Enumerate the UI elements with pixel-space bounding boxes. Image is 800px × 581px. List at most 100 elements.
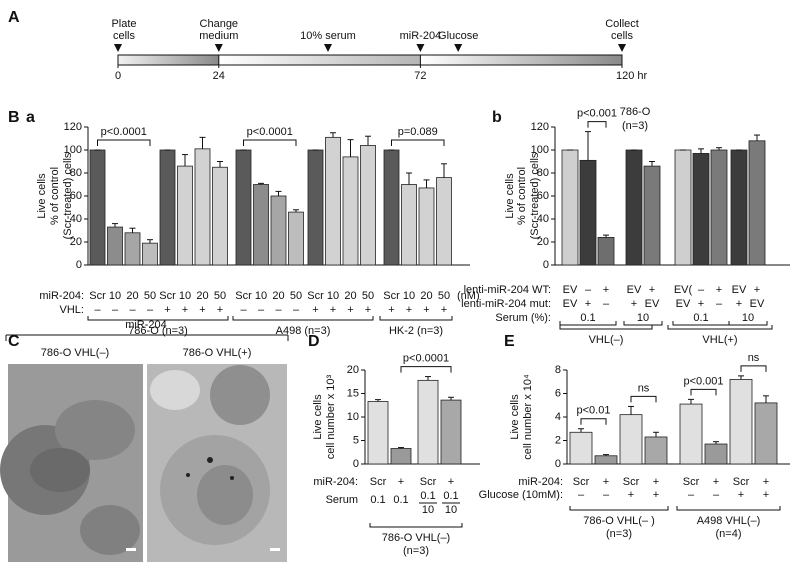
y-axis-label: Live cells (504, 173, 516, 219)
y-tick-label: 80 (537, 167, 549, 179)
significance-bracket (391, 139, 445, 146)
bar (710, 149, 728, 266)
significance-bracket (243, 139, 297, 146)
event-label: Plate (111, 18, 136, 30)
timeline-segment (118, 55, 219, 65)
chart-title: (n=3) (622, 120, 648, 132)
row-value: 20 (272, 290, 284, 302)
row-value: + (653, 489, 659, 501)
y-axis-label: (Scr-treated) cells (62, 152, 74, 239)
bar (561, 149, 579, 266)
y-tick-label: 5 (353, 434, 359, 446)
bar (594, 455, 618, 465)
row-value: + (388, 304, 394, 316)
bar (643, 165, 661, 266)
timeline-segment (218, 55, 421, 65)
y-axis-label: % of control (49, 167, 61, 225)
row-value: 50 (438, 290, 450, 302)
row-value: + (406, 304, 412, 316)
row-value: 10 (255, 290, 267, 302)
row-value: + (713, 476, 719, 488)
bar (754, 402, 778, 465)
row-value: 50 (290, 290, 302, 302)
image-label: 786-O VHL(+) (183, 347, 252, 359)
bar (390, 448, 412, 465)
row-value: + (448, 476, 454, 488)
y-tick-label: 40 (537, 213, 549, 225)
significance-label: p=0.089 (398, 126, 438, 138)
row-value: – (698, 284, 705, 296)
row-value: 0.1 (370, 494, 385, 506)
y-axis-label: Live cells (509, 394, 521, 440)
row-title: VHL: (60, 304, 84, 316)
y-tick-label: 60 (70, 190, 82, 202)
panel-letter: B (8, 109, 20, 126)
bar (401, 184, 417, 266)
micrograph (0, 364, 143, 562)
event-marker (114, 44, 122, 52)
row-value: + (716, 284, 722, 296)
row-value: EV (563, 284, 578, 296)
bar (679, 403, 703, 465)
row-value: + (631, 298, 637, 310)
timeline-tick-label: 120 hr (616, 70, 648, 82)
bar (288, 211, 304, 266)
timeline-tick-label: 72 (414, 70, 426, 82)
row-value: + (585, 298, 591, 310)
row-title: lenti-miR-204 mut: (461, 298, 551, 310)
row-title: Glucose (10mM): (479, 489, 563, 501)
bar (644, 436, 668, 465)
significance-label: p<0.0001 (247, 126, 293, 138)
significance-bracket (740, 365, 767, 372)
group-note: 0.1 (580, 312, 595, 324)
bar (367, 401, 389, 465)
row-title: Serum (%): (495, 312, 551, 324)
event-marker (618, 44, 626, 52)
event-marker (416, 44, 425, 52)
row-value: 0.1 (443, 490, 458, 502)
row-value: EV( (674, 284, 693, 296)
y-tick-label: 15 (347, 387, 359, 399)
row-value: Scr (420, 476, 437, 488)
group-label: (n=3) (606, 528, 632, 540)
row-value: 10 (445, 504, 457, 516)
row-value: – (129, 304, 136, 316)
group-label: 786-O (n=3) (128, 325, 188, 337)
event-marker (214, 44, 223, 52)
row-value: – (688, 489, 695, 501)
row-value: – (147, 304, 154, 316)
group-label: 786-O VHL(–) (382, 532, 450, 544)
row-value: – (293, 304, 300, 316)
y-tick-label: 6 (555, 387, 561, 399)
row-value: EV (732, 284, 747, 296)
bar (342, 156, 359, 266)
micrograph (147, 364, 287, 562)
group-label: VHL(–) (589, 334, 624, 346)
y-tick-label: 0 (76, 259, 82, 271)
y-tick-label: 8 (555, 364, 561, 376)
row-value: Scr (159, 290, 176, 302)
timeline-segment (420, 55, 622, 65)
row-value: – (716, 298, 723, 310)
group-label: A498 (n=3) (276, 325, 331, 337)
note-bracket (728, 321, 768, 326)
bar (579, 159, 597, 266)
bar (307, 149, 324, 266)
row-value: + (653, 476, 659, 488)
significance-bracket (630, 395, 657, 403)
row-value: EV (750, 298, 765, 310)
row-value: 50 (144, 290, 156, 302)
row-value: – (713, 489, 720, 501)
group-note: 10 (637, 312, 649, 324)
significance-label: ns (748, 352, 760, 364)
significance-bracket (690, 388, 717, 396)
event-label: cells (113, 30, 136, 42)
bar (89, 149, 106, 266)
row-value: 20 (420, 290, 432, 302)
row-value: – (240, 304, 247, 316)
y-tick-label: 0 (543, 259, 549, 271)
row-value: Scr (683, 476, 700, 488)
row-value: Scr (383, 290, 400, 302)
row-value: Scr (307, 290, 324, 302)
bar (177, 165, 193, 266)
